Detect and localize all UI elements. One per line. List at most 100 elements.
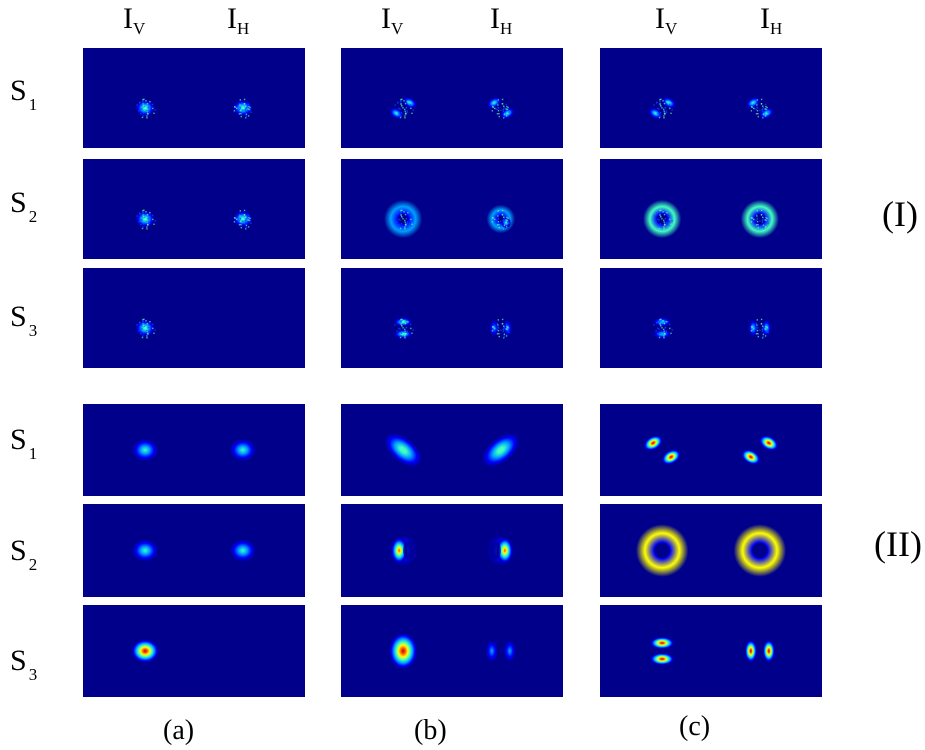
- panel-i-c-s2: [600, 159, 822, 259]
- speckle-dot: [764, 226, 767, 228]
- speckle-dot: [245, 217, 247, 219]
- speckle-dot: [396, 221, 398, 223]
- speckle-dot: [756, 210, 758, 212]
- speckle-dot: [136, 324, 138, 326]
- speckle-dot: [248, 105, 250, 108]
- speckle-dot: [656, 102, 658, 104]
- ih-ring: [733, 524, 787, 577]
- speckle-dot: [238, 113, 241, 115]
- speckle-dot: [148, 221, 150, 223]
- speckle-dot: [497, 104, 499, 106]
- speckle-dot: [505, 103, 508, 106]
- speckle-dot: [755, 213, 758, 216]
- speckle-dot: [247, 108, 249, 110]
- speckle-dot: [404, 102, 407, 105]
- speckle-dot: [762, 116, 764, 119]
- panel-ii-c-s2: [600, 504, 822, 597]
- speckle-dot: [506, 325, 508, 328]
- speckle-dot: [663, 332, 666, 335]
- speckle-dot: [148, 331, 151, 334]
- speckle-dot: [663, 322, 666, 325]
- speckle-dot: [665, 222, 668, 225]
- speckle-dot: [761, 110, 764, 113]
- speckle-dot: [497, 110, 500, 112]
- speckle-dot: [505, 219, 507, 221]
- speckle-dot: [658, 227, 661, 230]
- panel-i-c-s1: [600, 48, 822, 148]
- speckle-dot: [410, 218, 412, 221]
- speckle-dot: [766, 329, 768, 332]
- speckle-dot: [507, 220, 509, 223]
- speckle-dot: [659, 211, 661, 213]
- speckle-dot: [405, 222, 407, 224]
- speckle-dot: [404, 337, 406, 339]
- speckle-dot: [668, 103, 671, 106]
- speckle-dot: [237, 219, 239, 221]
- speckle-dot: [402, 107, 404, 109]
- speckle-dot: [145, 320, 147, 322]
- speckle-dot: [404, 115, 406, 117]
- ih-horizontal-two-lobe-lobe-right: [503, 640, 516, 662]
- speckle-dot: [144, 218, 146, 220]
- speckle-dot: [139, 322, 141, 324]
- speckle-dot: [507, 109, 509, 112]
- speckle-dot: [146, 335, 148, 337]
- speckle-dot: [143, 98, 145, 100]
- speckle-dot: [764, 214, 767, 217]
- speckle-dot: [140, 332, 142, 335]
- speckle-dot: [152, 107, 154, 110]
- speckle-dot: [146, 329, 148, 332]
- speckle-dot: [139, 213, 141, 215]
- speckle-dot: [755, 333, 758, 335]
- speckle-dot: [154, 109, 156, 111]
- speckle-dot: [756, 107, 759, 109]
- ih-ring: [740, 199, 779, 239]
- speckle-dot: [245, 216, 247, 218]
- ih-elongated-diagonal: [482, 433, 520, 467]
- speckle-dot: [138, 221, 140, 223]
- speckle-dot: [146, 117, 148, 119]
- speckle-dot: [404, 213, 407, 216]
- speckle-dot: [247, 115, 250, 117]
- speckle-dot: [663, 226, 665, 228]
- speckle-dot: [659, 214, 661, 216]
- speckle-dot: [404, 228, 406, 230]
- speckle-dot: [671, 329, 673, 331]
- speckle-dot: [142, 211, 144, 213]
- speckle-dot: [757, 115, 759, 118]
- speckle-dot: [249, 220, 251, 223]
- panel-background: [600, 504, 822, 597]
- speckle-dot: [409, 103, 412, 106]
- speckle-dot: [658, 336, 661, 339]
- speckle-dot: [502, 110, 505, 113]
- speckle-dot: [663, 337, 665, 339]
- speckle-dot: [761, 221, 764, 224]
- speckle-dot: [396, 330, 398, 332]
- speckle-dot: [508, 222, 510, 224]
- speckle-dot: [765, 108, 767, 111]
- speckle-dot: [146, 213, 149, 216]
- speckle-dot: [142, 332, 145, 334]
- speckle-dot: [412, 109, 414, 111]
- iv-diagonal-two-lobe-lobe-b: [402, 97, 417, 109]
- header-ih-a: IH: [227, 2, 250, 38]
- speckle-dot: [404, 223, 407, 226]
- speckle-dot: [491, 330, 494, 332]
- speckle-dot: [498, 113, 500, 115]
- speckle-dot: [765, 105, 767, 108]
- speckle-dot: [664, 326, 667, 329]
- speckle-dot: [492, 326, 494, 328]
- speckle-dot: [250, 222, 252, 224]
- speckle-dot: [244, 220, 246, 222]
- speckle-dot: [497, 327, 500, 329]
- speckle-dot: [238, 224, 241, 226]
- speckle-dot: [497, 319, 499, 321]
- panel-background: [83, 404, 305, 496]
- speckle-dot: [142, 323, 144, 325]
- speckle-dot: [496, 213, 499, 216]
- speckle-dot: [248, 108, 250, 111]
- panel-background: [341, 268, 563, 368]
- speckle-dot: [399, 227, 402, 230]
- speckle-dot: [147, 111, 149, 113]
- speckle-dot: [762, 106, 764, 108]
